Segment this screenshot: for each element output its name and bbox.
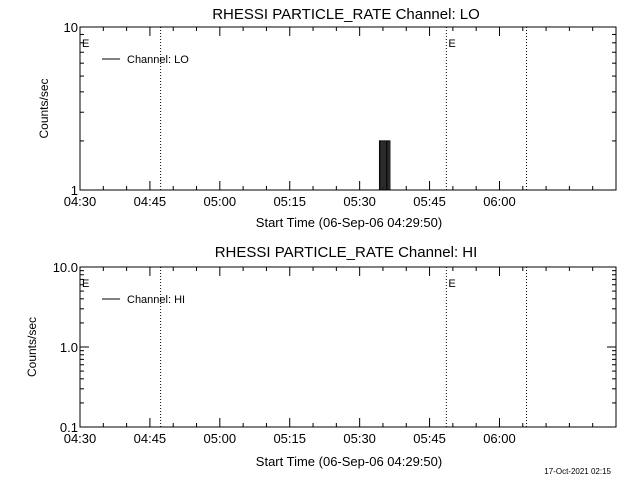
data-point (385, 140, 387, 142)
y-axis-label: Counts/sec (25, 317, 39, 377)
y-tick-label: 10.0 (53, 260, 78, 275)
x-tick-label: 06:00 (483, 194, 516, 209)
x-tick-label: 05:30 (343, 194, 376, 209)
event-marker-label: E (82, 38, 89, 50)
chart-title: RHESSI PARTICLE_RATE Channel: HI (215, 244, 478, 261)
data-point (381, 140, 383, 142)
x-axis-label: Start Time (06-Sep-06 04:29:50) (256, 215, 442, 230)
x-tick-label: 05:30 (343, 431, 376, 446)
legend-label: Channel: HI (127, 294, 185, 306)
y-tick-label: 1 (71, 183, 78, 198)
y-tick-label: 1.0 (60, 340, 78, 355)
data-point (384, 189, 386, 191)
event-marker-label: E (448, 278, 455, 290)
x-tick-label: 05:45 (413, 194, 446, 209)
y-tick-label: 0.1 (60, 420, 78, 435)
chart-title: RHESSI PARTICLE_RATE Channel: LO (212, 6, 480, 23)
x-tick-label: 05:00 (204, 194, 237, 209)
data-point (382, 189, 384, 191)
x-tick-label: 04:45 (134, 431, 167, 446)
data-point (389, 189, 391, 191)
x-tick-label: 05:45 (413, 431, 446, 446)
x-tick-label: 04:30 (64, 194, 97, 209)
x-tick-label: 05:15 (273, 194, 306, 209)
chart-panel-2: RHESSI PARTICLE_RATE Channel: HI Start Ti… (25, 244, 617, 469)
x-tick-label: 05:00 (204, 431, 237, 446)
series-line (378, 140, 391, 191)
x-tick-label: 05:15 (273, 431, 306, 446)
x-tick-label: 04:45 (134, 194, 167, 209)
x-tick-label: 04:30 (64, 431, 97, 446)
y-tick-label: 10 (64, 20, 78, 35)
event-marker-label: E (448, 38, 455, 50)
legend-label: Channel: LO (127, 54, 189, 66)
x-axis-label: Start Time (06-Sep-06 04:29:50) (256, 454, 442, 469)
data-point (388, 140, 390, 142)
y-axis-label: Counts/sec (37, 78, 51, 138)
chart-panel-1: RHESSI PARTICLE_RATE Channel: LO Start Ti… (37, 6, 617, 230)
data-point (377, 189, 379, 191)
plot-frame (79, 26, 617, 191)
data-point (378, 140, 380, 142)
data-point (383, 140, 385, 142)
event-marker-label: E (82, 278, 89, 290)
x-tick-label: 06:00 (483, 431, 516, 446)
timestamp: 17-Oct-2021 02:15 (544, 467, 611, 476)
data-point (380, 189, 382, 191)
data-point (387, 189, 389, 191)
